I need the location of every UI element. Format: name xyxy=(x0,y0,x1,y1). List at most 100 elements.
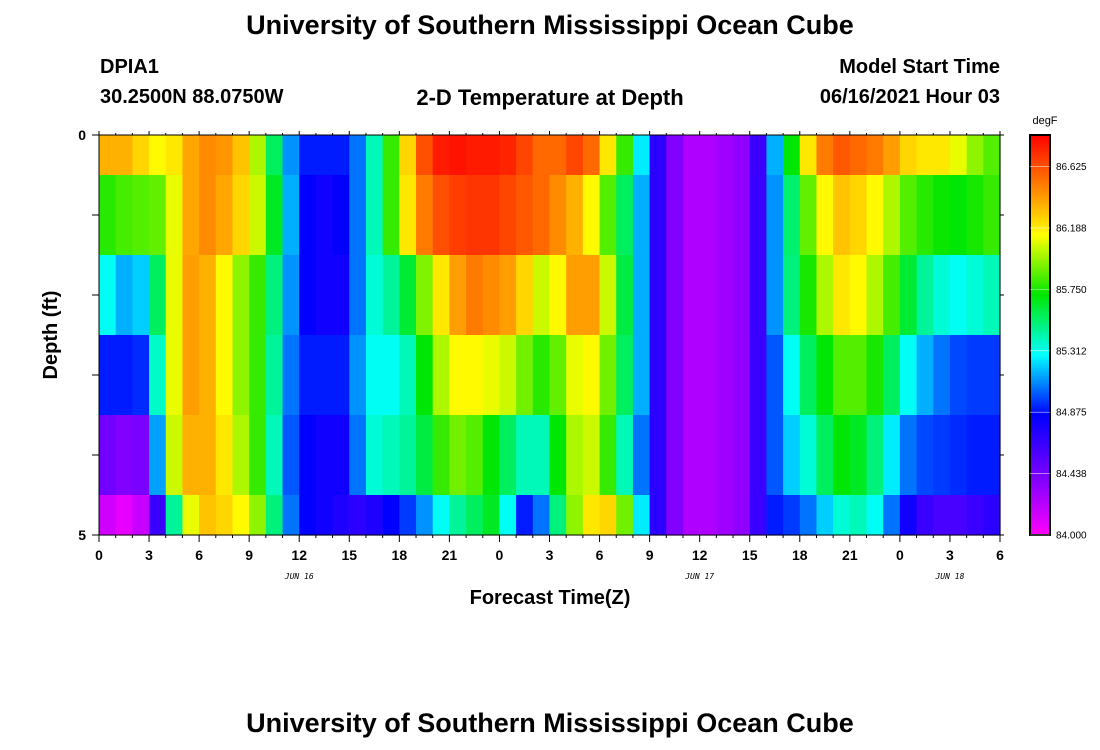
heatmap-cell xyxy=(983,175,1001,256)
heatmap-cell xyxy=(282,495,300,536)
heatmap-cell xyxy=(599,415,617,496)
temperature-depth-chart: 0 3 6 9 12 15 18 21 0 3 6 9 12 15 18 21 0 3 6 JUN 16 JUN 17 J… xyxy=(40,115,1087,609)
heatmap-cell xyxy=(349,175,367,256)
x-tick-label: 0 xyxy=(896,547,904,563)
heatmap-cell xyxy=(916,335,934,416)
heatmap-cell xyxy=(916,135,934,176)
heatmap-cell xyxy=(816,335,834,416)
heatmap-cell xyxy=(616,495,634,536)
heatmap-cell xyxy=(249,255,267,336)
heatmap-cell xyxy=(766,255,784,336)
heatmap-cell xyxy=(99,335,117,416)
x-tick-label: 6 xyxy=(596,547,604,563)
heatmap-cell xyxy=(416,335,434,416)
heatmap-cell xyxy=(449,495,467,536)
heatmap-cell xyxy=(449,335,467,416)
heatmap-cell xyxy=(182,175,200,256)
heatmap-cell xyxy=(566,495,584,536)
heatmap-cell xyxy=(399,255,417,336)
heatmap-cell xyxy=(949,335,968,416)
heatmap-cell xyxy=(115,415,133,496)
heatmap-cell xyxy=(766,495,784,536)
heatmap-cell xyxy=(265,135,284,176)
colorbar-gradient xyxy=(1029,134,1051,536)
x-tick-label: 12 xyxy=(291,547,307,563)
heatmap-cell xyxy=(699,255,717,336)
heatmap-cell xyxy=(199,255,217,336)
heatmap-cell xyxy=(582,135,601,176)
heatmap-cell xyxy=(799,335,818,416)
heatmap-cell xyxy=(699,415,717,496)
heatmap-cell xyxy=(482,175,501,256)
heatmap-cell xyxy=(416,175,434,256)
heatmap-cell xyxy=(532,495,551,536)
heatmap-cell xyxy=(532,175,551,256)
heatmap-cell xyxy=(132,175,150,256)
heatmap-cell xyxy=(432,415,450,496)
heatmap-cell xyxy=(883,495,901,536)
heatmap-cell xyxy=(833,335,851,416)
heatmap-cell xyxy=(499,495,517,536)
x-tick-label: 9 xyxy=(245,547,253,563)
heatmap-cell xyxy=(899,415,918,496)
heatmap-cell xyxy=(949,135,968,176)
heatmap-cell xyxy=(466,175,484,256)
heatmap-cell xyxy=(315,135,334,176)
heatmap-cell xyxy=(766,135,784,176)
colorbar-tick-label: 85.750 xyxy=(1056,285,1087,296)
heatmap-cell xyxy=(215,415,234,496)
heatmap-cell xyxy=(299,495,317,536)
heatmap-cell xyxy=(582,335,601,416)
heatmap-cell xyxy=(315,175,334,256)
x-tick-label: 18 xyxy=(792,547,808,563)
heatmap-cell xyxy=(299,415,317,496)
heatmap-cell xyxy=(816,255,834,336)
heatmap-cell xyxy=(149,335,167,416)
heatmap-cell xyxy=(933,135,951,176)
heatmap-cell xyxy=(632,255,651,336)
heatmap-cell xyxy=(482,415,501,496)
heatmap-cell xyxy=(549,255,567,336)
heatmap-cell xyxy=(599,175,617,256)
heatmap-cell xyxy=(165,255,184,336)
heatmap-cell xyxy=(115,255,133,336)
heatmap-cell xyxy=(716,175,734,256)
heatmap-cell xyxy=(532,415,551,496)
heatmap-cell xyxy=(449,135,467,176)
heatmap-cell xyxy=(132,495,150,536)
heatmap-cell xyxy=(682,255,701,336)
heatmap-cell xyxy=(365,415,384,496)
heatmap-cell xyxy=(399,135,417,176)
heatmap-cell xyxy=(149,495,167,536)
heatmap-cell xyxy=(733,175,751,256)
heatmap-cell xyxy=(582,175,601,256)
heatmap-cell xyxy=(399,335,417,416)
heatmap-cell xyxy=(883,415,901,496)
heatmap-cell xyxy=(249,495,267,536)
heatmap-cell xyxy=(799,135,818,176)
heatmap-cell xyxy=(315,495,334,536)
heatmap-cell xyxy=(899,495,918,536)
heatmap-cell xyxy=(649,255,667,336)
heatmap-cell xyxy=(215,175,234,256)
x-tick-label: 6 xyxy=(996,547,1004,563)
heatmap-cell xyxy=(516,415,534,496)
heatmap-cell xyxy=(649,335,667,416)
heatmap-cell xyxy=(232,495,250,536)
heatmap-cell xyxy=(282,335,300,416)
heatmap-cell xyxy=(516,335,534,416)
x-tick-label: 3 xyxy=(145,547,153,563)
heatmap-cell xyxy=(99,495,117,536)
heatmap-cell xyxy=(282,415,300,496)
heatmap-cell xyxy=(132,135,150,176)
heatmap-cell xyxy=(866,175,884,256)
heatmap-cell xyxy=(265,335,284,416)
heatmap-cell xyxy=(349,415,367,496)
heatmap-cell xyxy=(816,415,834,496)
heatmap-cell xyxy=(549,335,567,416)
heatmap-cell xyxy=(482,255,501,336)
heatmap-cell xyxy=(883,135,901,176)
heatmap-cell xyxy=(466,495,484,536)
heatmap-cell xyxy=(766,175,784,256)
heatmap-cell xyxy=(899,335,918,416)
